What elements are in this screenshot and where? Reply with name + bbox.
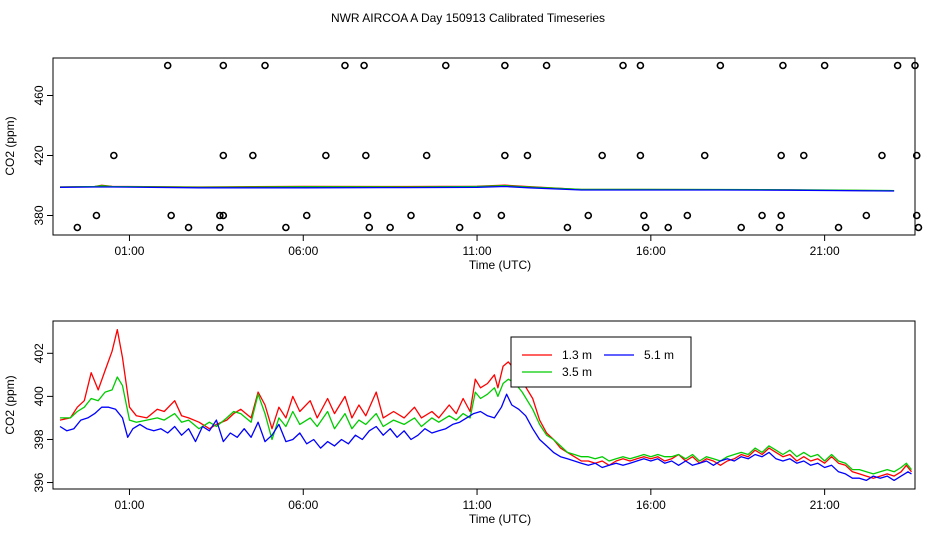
y-tick-label: 380: [32, 205, 46, 225]
data-point: [799, 151, 808, 160]
data-point: [249, 151, 257, 160]
data-point: [219, 211, 228, 220]
y-tick-label: 398: [32, 429, 46, 449]
data-point: [365, 223, 374, 232]
x-tick-label: 16:00: [636, 498, 666, 512]
y-tick-label: 396: [32, 472, 46, 492]
data-point: [834, 223, 843, 232]
data-point: [261, 61, 269, 70]
data-point: [523, 151, 532, 160]
data-point: [779, 61, 787, 70]
data-point: [914, 223, 923, 232]
data-point: [716, 61, 725, 70]
data-point: [184, 223, 193, 232]
legend: 1.3 m 3.5 m 5.1 m: [510, 336, 692, 388]
y-axis-label: CO2 (ppm): [3, 375, 17, 434]
chart-title: NWR AIRCOA A Day 150913 Calibrated Times…: [331, 11, 605, 25]
data-point: [878, 151, 886, 160]
data-point: [360, 61, 368, 70]
data-point: [641, 223, 650, 232]
data-point: [341, 61, 349, 70]
x-axis-label: Time (UTC): [469, 512, 531, 526]
x-tick-label: 06:00: [288, 498, 318, 512]
data-point: [282, 223, 290, 232]
legend-box: [510, 336, 692, 388]
data-point: [497, 211, 506, 220]
top-panel: 01:00 06:00 11:00 16:00 21:00 380 420 460 Time (…: [3, 57, 923, 272]
y-tick-label: 460: [32, 85, 46, 105]
data-point: [363, 211, 372, 220]
data-point: [422, 151, 431, 160]
data-point: [664, 223, 673, 232]
data-point: [110, 151, 118, 160]
x-tick-label: 06:00: [288, 244, 318, 258]
data-point: [216, 223, 224, 232]
legend-label: 3.5 m: [562, 365, 592, 379]
y-tick-label: 400: [32, 386, 46, 406]
x-tick-label: 21:00: [810, 244, 840, 258]
data-point: [216, 211, 224, 220]
data-point: [911, 61, 919, 70]
x-tick-label: 01:00: [114, 244, 144, 258]
data-point: [386, 223, 394, 232]
series-line-blue: [59, 185, 895, 192]
data-point: [441, 61, 450, 70]
data-point: [302, 211, 311, 220]
data-point: [219, 151, 228, 160]
data-point: [362, 151, 370, 160]
y-tick-label: 420: [32, 145, 46, 165]
data-point: [777, 151, 785, 160]
data-point: [912, 211, 921, 220]
bottom-panel: 01:00 06:00 11:00 16:00 21:00 396 398 400 402 Tim…: [3, 320, 916, 526]
series-line-green: [60, 376, 913, 475]
data-point: [775, 223, 784, 232]
data-point: [862, 211, 871, 220]
data-point: [700, 151, 709, 160]
data-point: [563, 223, 572, 232]
data-point: [501, 151, 509, 160]
plot-area: [59, 184, 895, 192]
legend-label: 1.3 m: [562, 348, 592, 362]
x-tick-label: 16:00: [636, 244, 666, 258]
data-point: [455, 223, 464, 232]
data-point: [163, 61, 172, 70]
data-point: [619, 61, 627, 70]
legend-label: 5.1 m: [644, 348, 674, 362]
x-tick-label: 21:00: [810, 498, 840, 512]
data-point: [542, 61, 551, 70]
y-tick-label: 402: [32, 343, 46, 363]
data-point: [820, 61, 829, 70]
data-point: [758, 211, 766, 220]
data-point: [636, 61, 645, 70]
data-point: [636, 151, 645, 160]
data-point: [777, 211, 785, 220]
plot-frame: [52, 57, 916, 236]
data-point: [92, 211, 101, 220]
data-point: [322, 151, 330, 160]
data-point: [640, 211, 648, 220]
data-point: [912, 151, 921, 160]
series-line-red: [59, 328, 913, 479]
plot-area: [59, 328, 913, 482]
x-axis-label: Time (UTC): [469, 258, 531, 272]
data-point: [893, 61, 902, 70]
data-point: [584, 211, 593, 220]
data-point: [737, 223, 746, 232]
data-point: [73, 223, 82, 232]
data-point: [683, 211, 692, 220]
y-axis-label: CO2 (ppm): [3, 116, 17, 175]
data-point: [473, 211, 481, 220]
plot-frame: [52, 320, 916, 490]
data-point: [501, 61, 509, 70]
data-point: [407, 211, 415, 220]
data-point: [219, 61, 228, 70]
x-tick-label: 11:00: [462, 244, 491, 258]
x-tick-label: 11:00: [462, 498, 491, 512]
x-tick-label: 01:00: [114, 498, 144, 512]
data-point: [167, 211, 175, 220]
series-line-blue: [59, 393, 912, 482]
data-point: [598, 151, 606, 160]
